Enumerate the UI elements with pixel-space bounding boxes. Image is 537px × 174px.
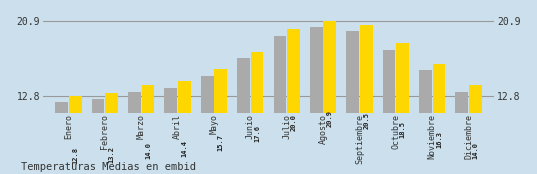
- Text: 20.5: 20.5: [363, 112, 369, 129]
- Text: 16.3: 16.3: [436, 131, 442, 148]
- Text: 14.0: 14.0: [145, 142, 151, 159]
- Bar: [69, 96, 82, 174]
- Bar: [383, 50, 395, 174]
- Text: 14.4: 14.4: [182, 140, 187, 157]
- Text: 15.7: 15.7: [217, 134, 224, 151]
- Text: 20.0: 20.0: [291, 114, 296, 131]
- Bar: [142, 85, 154, 174]
- Text: 20.9: 20.9: [327, 110, 333, 127]
- Bar: [55, 102, 68, 174]
- Bar: [92, 99, 104, 174]
- Bar: [128, 92, 141, 174]
- Bar: [164, 88, 177, 174]
- Bar: [287, 29, 300, 174]
- Bar: [469, 85, 482, 174]
- Bar: [323, 21, 336, 174]
- Bar: [273, 36, 286, 174]
- Text: 13.2: 13.2: [108, 146, 114, 163]
- Bar: [214, 69, 227, 174]
- Bar: [201, 76, 214, 174]
- Text: 18.5: 18.5: [400, 121, 405, 138]
- Bar: [346, 31, 359, 174]
- Text: 12.8: 12.8: [72, 148, 78, 164]
- Bar: [237, 58, 250, 174]
- Bar: [419, 70, 432, 174]
- Bar: [360, 25, 373, 174]
- Text: 17.6: 17.6: [254, 125, 260, 142]
- Bar: [433, 64, 445, 174]
- Bar: [455, 92, 468, 174]
- Bar: [105, 93, 118, 174]
- Bar: [396, 43, 409, 174]
- Bar: [178, 81, 191, 174]
- Bar: [251, 52, 264, 174]
- Text: 14.0: 14.0: [473, 142, 478, 159]
- Text: Temperaturas Medias en embid: Temperaturas Medias en embid: [21, 162, 197, 172]
- Bar: [310, 27, 323, 174]
